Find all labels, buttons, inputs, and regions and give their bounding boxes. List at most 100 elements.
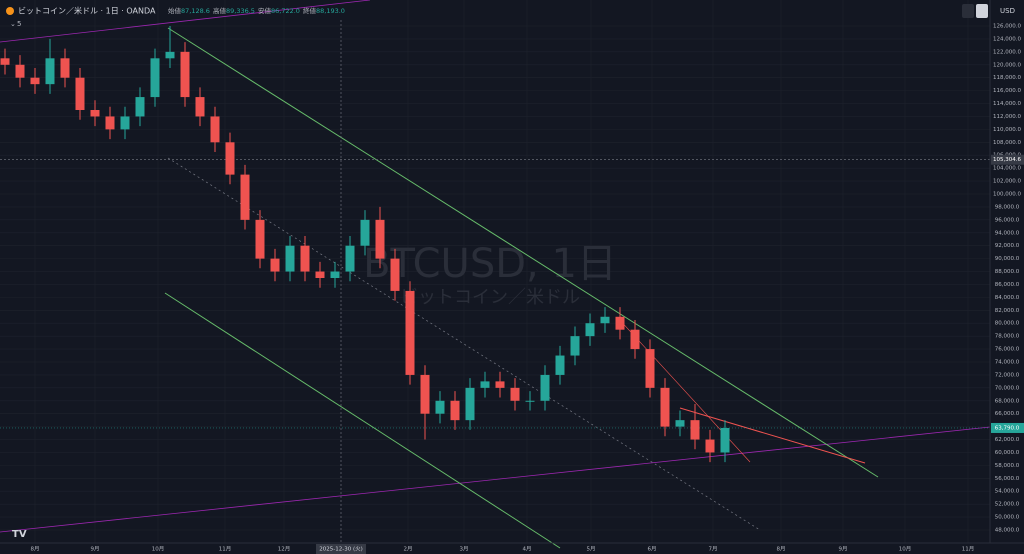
trendline <box>679 407 866 464</box>
x-tick-label: 3月 <box>460 546 469 553</box>
x-tick-label: 12月 <box>278 546 291 553</box>
watermark-title: BTCUSD, 1日 <box>363 241 617 287</box>
indicator[interactable]: 5 <box>17 20 21 28</box>
y-tick-label: 58,000.0 <box>995 463 1020 469</box>
y-tick-label: 102,000.0 <box>993 179 1021 185</box>
candle-body <box>480 381 490 388</box>
ohlc-stats: 始値 87,128.6 高値 89,336.5 安値 86,722.0 終値 88,193.0 <box>168 6 345 15</box>
candle-body <box>105 116 115 130</box>
y-tick-label: 86,000.0 <box>995 282 1020 288</box>
y-tick-label: 50,000.0 <box>995 515 1020 521</box>
candle-body <box>540 374 550 401</box>
y-tick-label: 72,000.0 <box>995 372 1020 378</box>
stat-label: 始値 <box>168 6 182 15</box>
x-tick-label: 8月 <box>777 546 786 553</box>
x-tick-label: 11月 <box>962 546 975 553</box>
y-tick-label: 80,000.0 <box>995 321 1020 327</box>
candle-body <box>225 142 235 175</box>
candle-body <box>135 97 145 117</box>
candle-body <box>345 245 355 272</box>
crosshair-price-label: 105,304.6 <box>993 157 1021 163</box>
x-tick-label: 9月 <box>91 546 100 553</box>
y-tick-label: 56,000.0 <box>995 476 1020 482</box>
y-tick-label: 78,000.0 <box>995 334 1020 340</box>
candle-body <box>90 110 100 117</box>
crosshair-price-tag <box>991 154 1024 165</box>
indicator-toggle[interactable]: ⌄ <box>10 20 16 28</box>
candle-body <box>450 400 460 421</box>
x-tick-label: 4月 <box>523 546 532 553</box>
grid <box>0 0 990 543</box>
candle-body <box>435 400 445 414</box>
y-tick-label: 114,000.0 <box>993 101 1021 107</box>
last-price-label: 63,790.0 <box>995 425 1020 431</box>
candle-body <box>330 271 340 278</box>
stat-value: 86,722.0 <box>271 7 300 15</box>
y-tick-label: 104,000.0 <box>993 166 1021 172</box>
y-tick-label: 126,000.0 <box>993 24 1021 30</box>
candle-body <box>375 219 385 259</box>
y-tick-label: 124,000.0 <box>993 36 1021 42</box>
candle-body <box>360 219 370 246</box>
y-tick-label: 62,000.0 <box>995 437 1020 443</box>
y-tick-label: 98,000.0 <box>995 204 1020 210</box>
y-tick-label: 48,000.0 <box>995 528 1020 534</box>
candle-body <box>525 400 535 402</box>
currency[interactable]: USD <box>1000 7 1015 15</box>
candle-body <box>705 439 715 453</box>
y-tick-label: 116,000.0 <box>993 88 1021 94</box>
y-tick-label: 84,000.0 <box>995 295 1020 301</box>
x-tick-label: 10月 <box>899 546 912 553</box>
candle-body <box>600 316 610 324</box>
y-tick-label: 90,000.0 <box>995 256 1020 262</box>
x-tick-label: 9月 <box>839 546 848 553</box>
x-axis: 8月 9月 10月 11月 12月 2月 3月 4月 5月 6月 7月 8月 9月 10月 11月 2025-… <box>31 544 975 554</box>
candle-body <box>75 77 85 110</box>
x-tick-label: 11月 <box>219 546 232 553</box>
symbol[interactable]: ビットコイン／米ドル · 1日 · OANDA <box>18 6 156 16</box>
candle-body <box>615 316 625 330</box>
y-tick-label: 70,000.0 <box>995 385 1020 391</box>
candle-body <box>270 258 280 272</box>
candle-body <box>0 58 10 65</box>
candle-body <box>420 374 430 414</box>
y-tick-label: 52,000.0 <box>995 502 1020 508</box>
mid-line <box>167 157 761 531</box>
trendline <box>0 426 991 533</box>
candle-body <box>255 219 265 259</box>
candle-body <box>495 381 505 388</box>
crosshair-date: 2025-12-30 (火) <box>319 547 363 553</box>
candle-body <box>675 420 685 427</box>
button[interactable] <box>962 4 974 18</box>
candle-body <box>585 323 595 337</box>
candle-body <box>165 51 175 59</box>
candle-body <box>150 58 160 98</box>
stat-value: 87,128.6 <box>181 7 210 15</box>
price-axis <box>990 0 1024 554</box>
candle-body <box>300 245 310 272</box>
y-tick-label: 82,000.0 <box>995 308 1020 314</box>
candle-body <box>555 355 565 375</box>
channel-line <box>164 292 561 549</box>
button[interactable] <box>976 4 988 18</box>
candle-body <box>285 245 295 272</box>
candles <box>0 26 730 463</box>
crosshair-date-tag <box>316 544 366 554</box>
logo: TV <box>12 529 27 540</box>
channel-line <box>167 27 879 478</box>
watermark-subtitle: ビットコイン／米ドル <box>400 287 580 308</box>
candle-body <box>180 51 190 98</box>
candle-body <box>60 58 70 78</box>
y-tick-label: 60,000.0 <box>995 450 1020 456</box>
candle-body <box>660 387 670 427</box>
candle-body <box>315 271 325 278</box>
x-tick-label: 8月 <box>31 546 40 553</box>
x-tick-label: 2月 <box>404 546 413 553</box>
candle-body <box>30 77 40 85</box>
candle-body <box>570 336 580 356</box>
y-tick-label: 108,000.0 <box>993 140 1021 146</box>
y-tick-label: 100,000.0 <box>993 192 1021 198</box>
y-tick-label: 54,000.0 <box>995 489 1020 495</box>
